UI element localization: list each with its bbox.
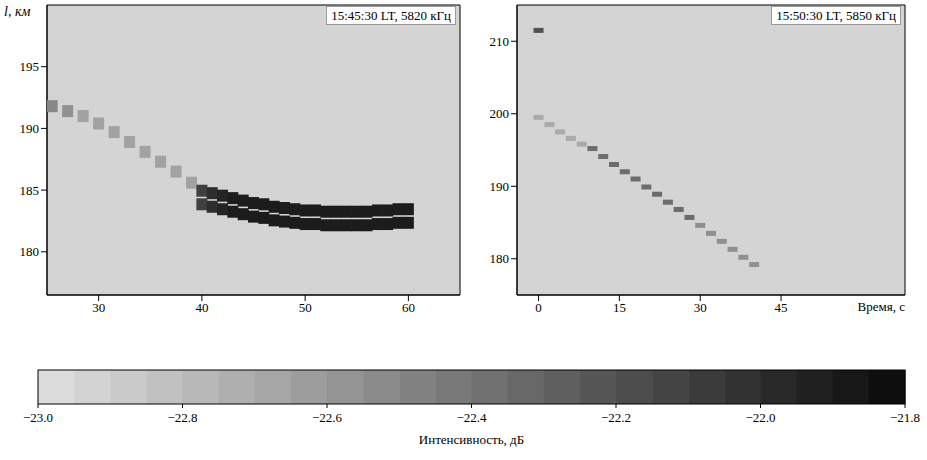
svg-text:45: 45 — [775, 300, 788, 315]
html-text:15:50:30 LT, 5850 кГц: 15:50:30 LT, 5850 кГц — [776, 8, 896, 23]
svg-text:−22.6: −22.6 — [312, 410, 343, 425]
svg-text:180: 180 — [490, 251, 510, 266]
svg-text:15: 15 — [613, 300, 626, 315]
svg-text:0: 0 — [535, 300, 542, 315]
svg-text:−22.2: −22.2 — [601, 410, 631, 425]
svg-text:60: 60 — [402, 300, 415, 315]
html-text:Время, с: Время, с — [857, 299, 905, 314]
svg-text:30: 30 — [694, 300, 707, 315]
svg-text:210: 210 — [490, 34, 510, 49]
svg-text:50: 50 — [299, 300, 312, 315]
svg-text:−23.0: −23.0 — [23, 410, 53, 425]
svg-text:−22.8: −22.8 — [167, 410, 197, 425]
svg-text:195: 195 — [20, 59, 40, 74]
svg-text:30: 30 — [92, 300, 105, 315]
svg-text:40: 40 — [195, 300, 208, 315]
svg-text:185: 185 — [20, 183, 40, 198]
svg-text:190: 190 — [490, 179, 510, 194]
svg-text:200: 200 — [490, 106, 510, 121]
svg-text:Интенсивность, дБ: Интенсивность, дБ — [419, 432, 524, 447]
svg-text:−21.8: −21.8 — [890, 410, 920, 425]
svg-text:−22.0: −22.0 — [745, 410, 775, 425]
svg-text:180: 180 — [20, 244, 40, 259]
svg-text:190: 190 — [20, 121, 40, 136]
html-text:15:45:30 LT, 5820 кГц: 15:45:30 LT, 5820 кГц — [331, 8, 451, 23]
svg-text:−22.4: −22.4 — [456, 410, 487, 425]
html-text:l, км: l, км — [4, 4, 31, 19]
